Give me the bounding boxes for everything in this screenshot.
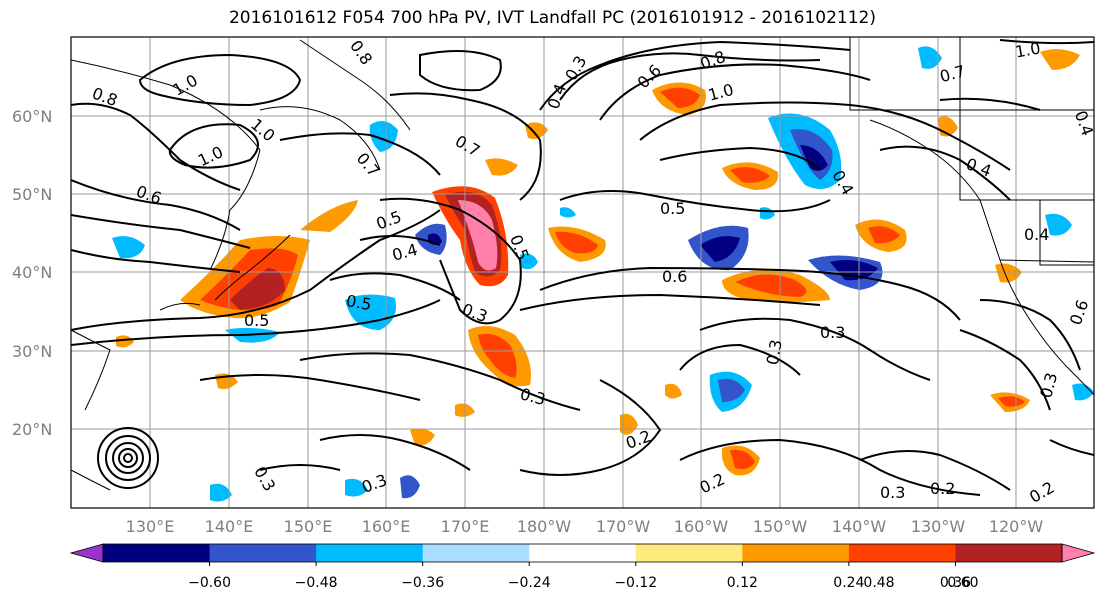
lat-label: 40°N bbox=[12, 263, 52, 282]
contour-label: 0.4 bbox=[1024, 225, 1049, 244]
colorbar-tick-label: 0.12 bbox=[727, 575, 758, 591]
contour-label: 0.3 bbox=[820, 323, 845, 342]
colorbar-segment bbox=[316, 544, 424, 562]
contour-label: 0.5 bbox=[244, 311, 269, 330]
colorbar-tick-label: 0.48 bbox=[863, 575, 894, 591]
colorbar bbox=[69, 543, 1096, 566]
contour-label: 0.3 bbox=[763, 338, 786, 366]
shading-layer bbox=[112, 46, 1094, 502]
lon-label: 120°W bbox=[989, 517, 1044, 536]
colorbar-segment bbox=[103, 544, 211, 562]
contour-label: 1.0 bbox=[1014, 38, 1042, 61]
lon-label: 130°W bbox=[911, 517, 966, 536]
colorbar-tick-label: 0.24 bbox=[833, 575, 864, 591]
contour-label: 0.6 bbox=[662, 267, 687, 286]
colorbar-tick-label: 0.36 bbox=[940, 575, 971, 591]
lat-label: 50°N bbox=[12, 185, 52, 204]
lon-label: 140°W bbox=[832, 517, 887, 536]
colorbar-frame bbox=[102, 543, 1063, 563]
colorbar-segment bbox=[742, 544, 850, 562]
contour-label: 0.2 bbox=[930, 479, 955, 498]
colorbar-tick-label: −0.12 bbox=[614, 575, 657, 591]
colorbar-tick-label: 0.60 bbox=[947, 575, 978, 591]
colorbar-segment bbox=[422, 544, 530, 562]
lon-label: 160°W bbox=[674, 517, 729, 536]
colorbar-segment bbox=[209, 544, 317, 562]
colorbar-tick-label: −0.36 bbox=[401, 575, 444, 591]
lat-label: 30°N bbox=[12, 342, 52, 361]
colorbar-tick-label: −0.24 bbox=[508, 575, 551, 591]
map-frame bbox=[70, 36, 1095, 509]
colorbar-segment bbox=[529, 544, 637, 562]
longitude-axis: 130°E 140°E 150°E 160°E 170°E 180°W 170°… bbox=[126, 517, 1044, 536]
lon-label: 150°E bbox=[284, 517, 333, 536]
colorbar-segment bbox=[955, 544, 1063, 562]
lon-label: 140°E bbox=[205, 517, 254, 536]
colorbar-segment bbox=[848, 544, 956, 562]
lon-label: 170°E bbox=[441, 517, 490, 536]
lon-label: 130°E bbox=[126, 517, 175, 536]
colorbar-tick-label: −0.48 bbox=[295, 575, 338, 591]
colorbar-ticks: −0.60 −0.48 −0.36 −0.24 −0.12 0.12 0.24 … bbox=[188, 575, 978, 591]
map-title: 2016101612 F054 700 hPa PV, IVT Landfall… bbox=[228, 8, 876, 28]
lon-label: 170°W bbox=[596, 517, 651, 536]
colorbar-tick-label: −0.60 bbox=[188, 575, 231, 591]
contour-label: 0.5 bbox=[660, 199, 685, 218]
lon-label: 160°E bbox=[362, 517, 411, 536]
lon-label: 150°W bbox=[753, 517, 808, 536]
latitude-axis: 60°N 50°N 40°N 30°N 20°N bbox=[12, 107, 52, 439]
lon-label: 180°W bbox=[517, 517, 572, 536]
contour-lines bbox=[71, 39, 1094, 496]
lat-label: 20°N bbox=[12, 420, 52, 439]
lat-label: 60°N bbox=[12, 107, 52, 126]
contour-label: 0.5 bbox=[345, 291, 373, 314]
contour-label: 0.3 bbox=[880, 483, 905, 502]
colorbar-extend-low bbox=[69, 543, 104, 563]
colorbar-extend-high bbox=[1061, 543, 1096, 563]
colorbar-segment bbox=[635, 544, 743, 562]
